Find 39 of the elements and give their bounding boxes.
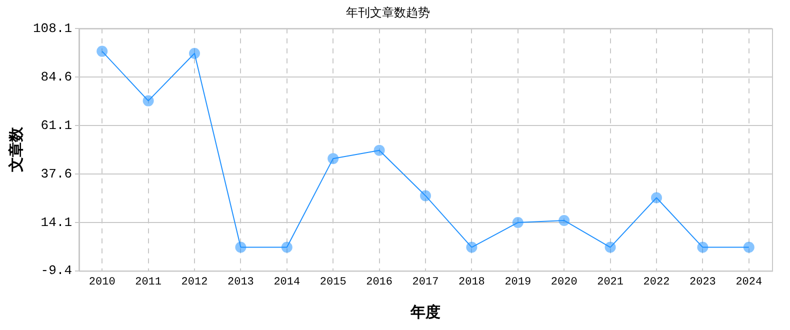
point [420,190,432,202]
point [512,217,524,228]
x-tick-label: 2018 [458,276,485,288]
y-tick-label: 61.1 [40,118,72,133]
point [466,242,478,253]
point [142,95,154,106]
x-tick-label: 2017 [412,276,439,288]
y-tick-label: 108.1 [32,20,72,36]
x-tick-label: 2014 [274,276,301,288]
point [743,242,754,253]
point [235,242,246,253]
point [604,242,616,253]
point [374,144,385,156]
point [328,153,339,164]
x-tick-label: 2012 [181,276,208,288]
x-tick-label: 2016 [366,276,393,288]
point [697,242,708,253]
x-tick-label: 2023 [689,276,716,288]
x-tick-label: 2021 [597,276,624,288]
y-tick-label: 37.6 [40,166,72,182]
y-tick-label: 84.6 [40,69,72,84]
point [189,48,200,59]
chart-title: 年刊文章数趋势 [346,5,430,20]
x-tick-label: 2019 [504,276,532,288]
x-tick-label: 2010 [88,276,116,288]
x-axis-title: 年度 [410,302,441,322]
x-tick-label: 2013 [228,276,254,288]
y-axis-title: 文章数 [6,126,26,174]
point [558,214,570,226]
point [281,242,292,253]
x-tick-label: 2011 [135,276,162,288]
point [651,192,662,204]
point [96,46,108,57]
x-tick-label: 2024 [736,276,762,288]
x-tick-label: 2015 [320,276,346,288]
x-tick-label: 2020 [550,276,578,288]
x-tick-label: 2022 [643,276,670,288]
y-tick-label: -9.4 [40,263,72,278]
y-tick-label: 14.1 [40,214,72,230]
